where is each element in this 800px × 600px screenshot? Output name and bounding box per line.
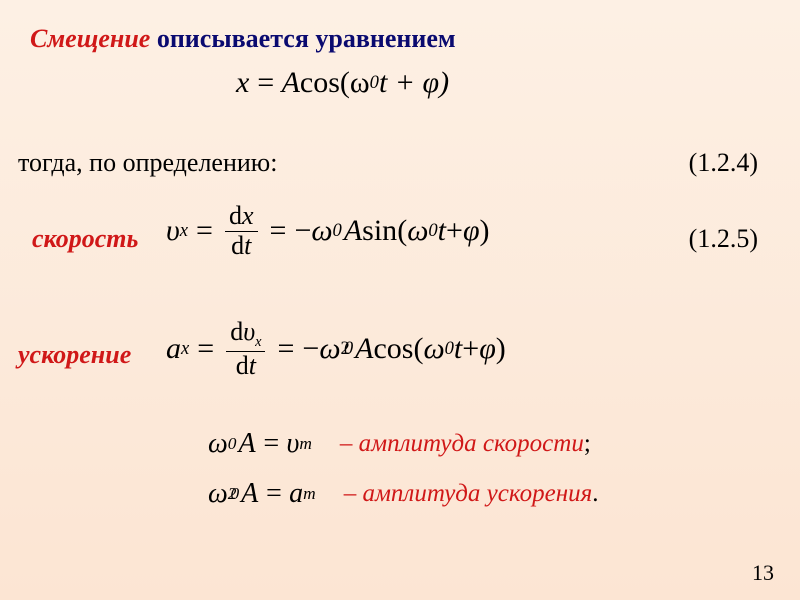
fraction-dx-dt: dx dt [225, 202, 258, 260]
diff-d: d [231, 231, 244, 260]
slide-title: Смещение описывается уравнением [30, 24, 456, 54]
fraction-dv-dt: dυx dt [226, 318, 265, 381]
text-then-by-definition: тогда, по определению: [18, 148, 277, 178]
sub-x: x [181, 338, 189, 360]
equation-acceleration: ax = dυx dt = − ω20 A cos (ω0t + φ) [166, 318, 506, 381]
var-a: a [166, 332, 181, 366]
sub-m: m [303, 484, 316, 504]
label-acceleration: ускорение [18, 340, 131, 370]
title-rest: описывается уравнением [150, 24, 455, 53]
minus-sign: − [294, 214, 311, 248]
annotation-velocity-amplitude: – амплитуда скорости; [340, 430, 591, 458]
var-omega: ω [311, 214, 332, 248]
equals-sign: = [255, 66, 275, 100]
var-phi: φ [479, 332, 496, 366]
equation-displacement: x = A cos (ω0t + φ) [236, 66, 449, 100]
paren-close: ) [496, 332, 506, 366]
sub-x: x [180, 220, 188, 242]
var-A: A [282, 66, 300, 100]
var-v: υ [166, 214, 180, 248]
paren-close: ) [480, 214, 490, 248]
var-A: A [344, 214, 362, 248]
diff-d: d [236, 351, 249, 380]
var-omega: ω [319, 332, 340, 366]
var-A: A [241, 478, 258, 510]
var-omega: ω [423, 332, 444, 366]
sub-0: 0 [445, 338, 454, 360]
sub-0: 0 [228, 434, 237, 454]
var-omega: ω [208, 478, 228, 510]
plus-sign: + [446, 214, 463, 248]
equals-sign: = [197, 332, 214, 366]
plus-sign: + [462, 332, 479, 366]
title-emphasis: Смещение [30, 24, 150, 53]
equation-number-1: (1.2.4) [689, 148, 758, 178]
diff-d: d [229, 201, 242, 230]
var-v: υ [243, 317, 255, 346]
equals-sign: = [196, 214, 213, 248]
equation-velocity-amplitude: ω0 A = υm – амплитуда скорости; [208, 428, 591, 460]
var-a: a [289, 478, 303, 510]
func-cos: cos [373, 332, 413, 366]
var-x: x [242, 201, 254, 230]
var-omega: ω [407, 214, 428, 248]
page-number: 13 [752, 560, 774, 586]
var-phi: φ [463, 214, 480, 248]
var-t: t [454, 332, 462, 366]
sub-m: m [299, 434, 312, 454]
equation-accel-amplitude: ω20 A = am – амплитуда ускорения. [208, 478, 598, 510]
var-A: A [238, 428, 255, 460]
sub-x: x [255, 334, 261, 350]
sub-0: 0 [428, 220, 437, 242]
equation-velocity: υx = dx dt = − ω0 A sin (ω0t + φ) [166, 202, 490, 260]
func-sin: sin [362, 214, 397, 248]
var-v: υ [286, 428, 299, 460]
equals-sign: = [277, 332, 294, 366]
paren-open: ( [397, 214, 407, 248]
arg-rest: t + φ) [379, 66, 449, 100]
minus-sign: − [302, 332, 319, 366]
equals-sign: = [262, 428, 281, 460]
var-omega: ω [208, 428, 228, 460]
arg-open: (ω [340, 66, 370, 100]
sub-0: 0 [333, 220, 342, 242]
equation-number-2: (1.2.5) [689, 224, 758, 254]
sub-0: 0 [370, 72, 379, 94]
paren-open: ( [413, 332, 423, 366]
var-t: t [438, 214, 446, 248]
sub-0: 0 [230, 484, 239, 504]
var-t: t [244, 231, 251, 260]
sub-0: 0 [344, 338, 353, 360]
func-cos: cos [300, 66, 340, 100]
diff-d: d [230, 317, 243, 346]
var-A: A [355, 332, 373, 366]
equals-sign: = [270, 214, 287, 248]
var-t: t [249, 351, 256, 380]
equals-sign: = [264, 478, 283, 510]
label-velocity: скорость [32, 224, 138, 254]
var-x: x [236, 66, 249, 100]
annotation-accel-amplitude: – амплитуда ускорения. [344, 480, 599, 508]
